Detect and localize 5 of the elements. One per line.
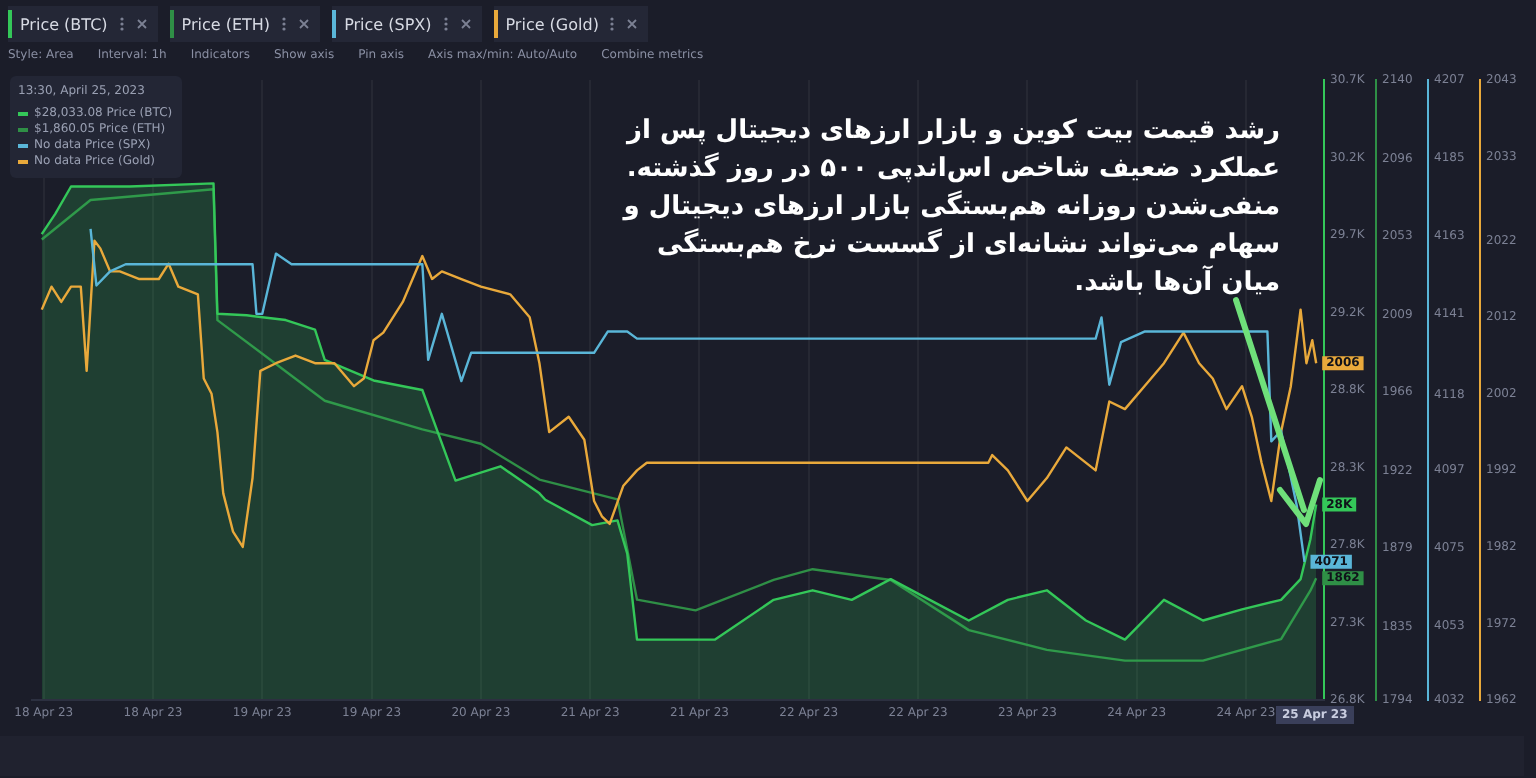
annotation: رشد قیمت بیت کوین و بازار ارزهای دیجیتال پس از عملکرد ضعیف شاخص اس‌اندپی ۵۰۰ در روز گذشته. منفی‌شدن روزانه هم‌بستگی بازار ارزهای دیجیتال و سهام می‌تواند نشانه‌ای از گسست نرخ هم‌بستگی میان آن‌ها باشد. <box>620 114 1280 302</box>
legend-label: Price (ETH) <box>181 15 271 33</box>
legend-label: Price (Gold) <box>505 15 599 33</box>
legend-label: Price (SPX) <box>344 15 432 33</box>
legend-label: Price (BTC) <box>20 15 108 33</box>
